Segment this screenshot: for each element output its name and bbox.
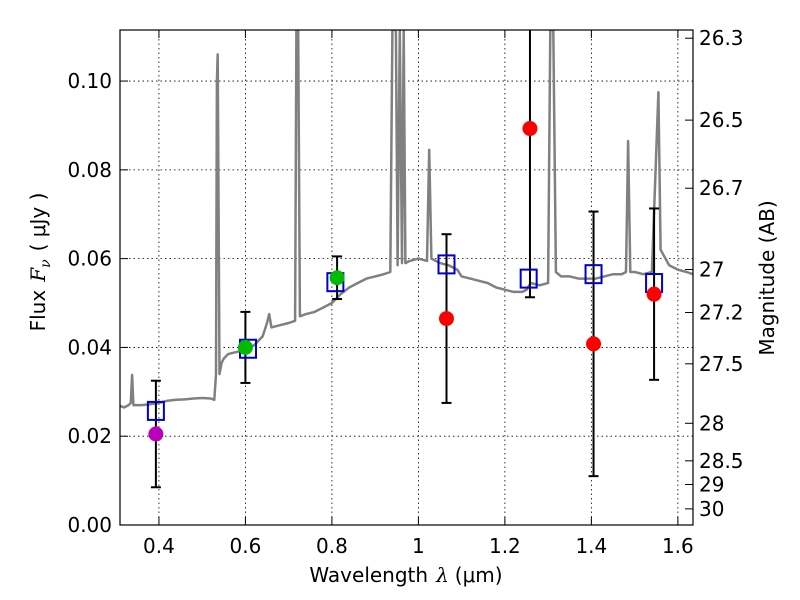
y2-tick-label: 28: [699, 411, 724, 435]
y2-tick-label: 27.2: [699, 301, 744, 325]
y-tick-label: 0.04: [67, 335, 112, 359]
x-tick-label: 1.4: [575, 534, 607, 558]
x-tick-label: 1.6: [662, 534, 694, 558]
grid-lines: [120, 30, 693, 526]
y2-tick-label: 26.5: [699, 108, 744, 132]
observed-point: [586, 336, 602, 352]
x-axis-ticks: 0.4 0.6 0.8 1 1.2 1.4 1.6: [143, 30, 694, 558]
observed-point: [237, 339, 253, 355]
model-point-square: [584, 264, 603, 285]
x-tick-label: 0.6: [230, 534, 262, 558]
y-tick-label: 0.08: [67, 158, 112, 182]
x-tick-label: 0.4: [143, 534, 175, 558]
plot-area: [120, 30, 693, 489]
model-point-square: [437, 254, 456, 275]
y-axis-ticks: 0.00 0.02 0.04 0.06 0.08 0.10: [67, 69, 128, 537]
y-tick-label: 0.10: [67, 69, 112, 93]
model-point-square: [519, 268, 538, 289]
y2-tick-label: 28.5: [699, 449, 744, 473]
y-tick-label: 0.00: [67, 513, 112, 537]
y-tick-label: 0.02: [67, 424, 112, 448]
plot-frame: [119, 29, 694, 526]
observed-point: [522, 121, 538, 137]
observed-point: [646, 286, 662, 302]
model-photometry-squares: [146, 254, 664, 421]
observed-point: [329, 270, 345, 286]
y2-tick-label: 30: [699, 497, 724, 521]
x-axis-title: Wavelength λ (μm): [309, 563, 502, 587]
y2-tick-label: 27.5: [699, 352, 744, 376]
y-axis-title: FluxFν( μJy ): [26, 193, 54, 332]
observed-photometry-points: [148, 121, 662, 442]
y2-tick-label: 26.3: [699, 26, 744, 50]
y2-tick-label: 26.7: [699, 176, 744, 200]
observed-point: [439, 311, 455, 327]
sed-model-line: [120, 30, 693, 409]
y-tick-label: 0.06: [67, 247, 112, 271]
x-tick-label: 1: [412, 534, 425, 558]
y2-tick-label: 29: [699, 473, 724, 497]
x-tick-label: 1.2: [489, 534, 521, 558]
y2-tick-label: 27: [699, 258, 724, 282]
x-tick-label: 0.8: [316, 534, 348, 558]
model-point-square: [146, 400, 165, 421]
y2-axis-title: Magnitude (AB): [755, 200, 779, 355]
observed-point: [148, 426, 164, 442]
